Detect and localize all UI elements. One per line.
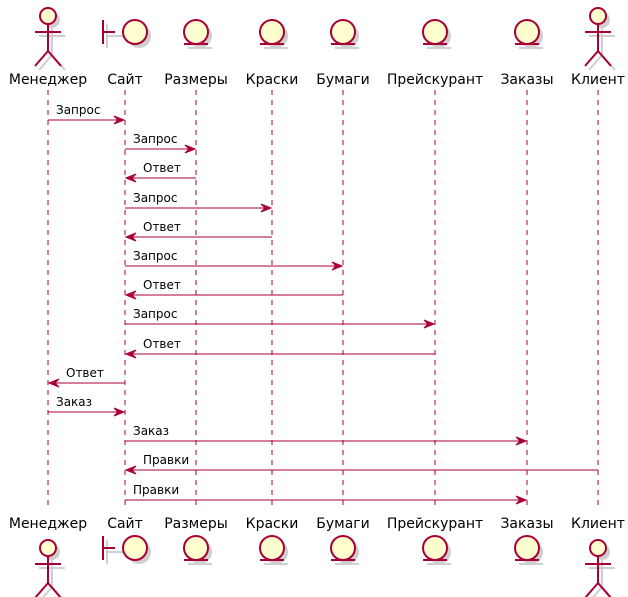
message-label: Запрос xyxy=(56,103,100,117)
message-label: Ответ xyxy=(143,278,181,292)
participant-client-top: Клиент xyxy=(571,7,625,88)
arrowhead-icon xyxy=(124,349,137,359)
entity-icon xyxy=(422,535,451,565)
boundary-icon xyxy=(102,19,151,48)
message-2: Запрос xyxy=(125,132,197,154)
entity-icon xyxy=(422,19,451,49)
participant-pricelist-bottom: Прейскурант xyxy=(387,516,483,565)
message-10: Ответ xyxy=(47,366,125,388)
arrowhead-icon xyxy=(124,465,137,475)
message-label: Ответ xyxy=(66,366,104,380)
actor-icon xyxy=(34,7,66,71)
arrowhead-icon xyxy=(113,115,126,125)
message-7: Ответ xyxy=(124,278,343,300)
lifelines xyxy=(47,90,599,508)
message-label: Запрос xyxy=(133,249,177,263)
participants-bottom: Менеджер Сайт Размеры Краски Бумаги Прейскура… xyxy=(9,516,625,597)
participant-orders-top: Заказы xyxy=(500,19,554,88)
arrowhead-icon xyxy=(47,378,60,388)
participant-label: Менеджер xyxy=(9,516,87,532)
actor-icon xyxy=(584,7,616,71)
message-label: Заказ xyxy=(56,395,92,409)
participant-label: Сайт xyxy=(107,72,143,88)
arrowhead-icon xyxy=(515,436,528,446)
message-9: Ответ xyxy=(124,337,435,359)
participant-sizes-bottom: Размеры xyxy=(164,516,228,565)
message-label: Запрос xyxy=(133,191,177,205)
arrowhead-icon xyxy=(184,144,197,154)
message-14: Правки xyxy=(125,483,528,505)
participant-label: Краски xyxy=(246,516,299,532)
participant-orders-bottom: Заказы xyxy=(500,516,554,565)
participant-papers-top: Бумаги xyxy=(316,19,370,88)
entity-icon xyxy=(514,535,543,565)
participant-papers-bottom: Бумаги xyxy=(316,516,370,565)
message-label: Правки xyxy=(133,483,179,497)
participant-client-bottom: Клиент xyxy=(571,516,625,597)
entity-icon xyxy=(183,535,212,565)
participant-site-bottom: Сайт xyxy=(102,516,151,564)
participant-label: Бумаги xyxy=(316,516,369,532)
entity-icon xyxy=(183,19,212,49)
participant-label: Бумаги xyxy=(316,72,369,88)
arrowhead-icon xyxy=(113,407,126,417)
arrowhead-icon xyxy=(260,203,273,213)
participant-label: Краски xyxy=(246,72,299,88)
arrowhead-icon xyxy=(124,232,137,242)
arrowhead-icon xyxy=(331,261,344,271)
participant-label: Сайт xyxy=(107,516,143,532)
message-label: Правки xyxy=(143,453,189,467)
message-label: Заказ xyxy=(133,424,169,438)
actor-icon xyxy=(584,539,615,597)
participant-label: Размеры xyxy=(164,72,228,88)
message-5: Ответ xyxy=(124,220,272,242)
participant-label: Размеры xyxy=(164,516,228,532)
participant-label: Клиент xyxy=(571,516,625,532)
message-1: Запрос xyxy=(48,103,126,125)
arrowhead-icon xyxy=(124,290,137,300)
message-label: Запрос xyxy=(133,132,177,146)
participant-site-top: Сайт xyxy=(102,19,151,88)
participant-label: Прейскурант xyxy=(387,72,483,88)
message-12: Заказ xyxy=(125,424,528,446)
message-label: Ответ xyxy=(143,220,181,234)
message-label: Ответ xyxy=(143,161,181,175)
entity-icon xyxy=(514,19,543,49)
message-6: Запрос xyxy=(125,249,344,271)
participant-pricelist-top: Прейскурант xyxy=(387,19,483,88)
participant-sizes-top: Размеры xyxy=(164,19,228,88)
participants-top: Менеджер Сайт Размеры Краски Бумаги Прейскура… xyxy=(9,7,625,88)
message-label: Ответ xyxy=(143,337,181,351)
boundary-icon xyxy=(102,535,151,564)
arrowhead-icon xyxy=(124,173,137,183)
participant-paints-bottom: Краски xyxy=(246,516,299,565)
actor-icon xyxy=(34,539,65,597)
participant-label: Заказы xyxy=(500,516,553,532)
message-4: Запрос xyxy=(125,191,273,213)
message-label: Запрос xyxy=(133,307,177,321)
messages: Запрос Запрос Ответ Запрос Ответ Запрос Ответ З… xyxy=(47,103,598,505)
arrowhead-icon xyxy=(423,319,436,329)
entity-icon xyxy=(330,19,359,49)
participant-label: Заказы xyxy=(500,72,553,88)
message-11: Заказ xyxy=(48,395,126,417)
participant-label: Клиент xyxy=(571,72,625,88)
participant-manager-top: Менеджер xyxy=(9,7,87,88)
participant-paints-top: Краски xyxy=(246,19,299,88)
participant-manager-bottom: Менеджер xyxy=(9,516,87,597)
entity-icon xyxy=(259,535,288,565)
message-13: Правки xyxy=(124,453,598,475)
entity-icon xyxy=(330,535,359,565)
message-3: Ответ xyxy=(124,161,196,183)
arrowhead-icon xyxy=(515,495,528,505)
message-8: Запрос xyxy=(125,307,436,329)
participant-label: Менеджер xyxy=(9,72,87,88)
participant-label: Прейскурант xyxy=(387,516,483,532)
entity-icon xyxy=(259,19,288,49)
